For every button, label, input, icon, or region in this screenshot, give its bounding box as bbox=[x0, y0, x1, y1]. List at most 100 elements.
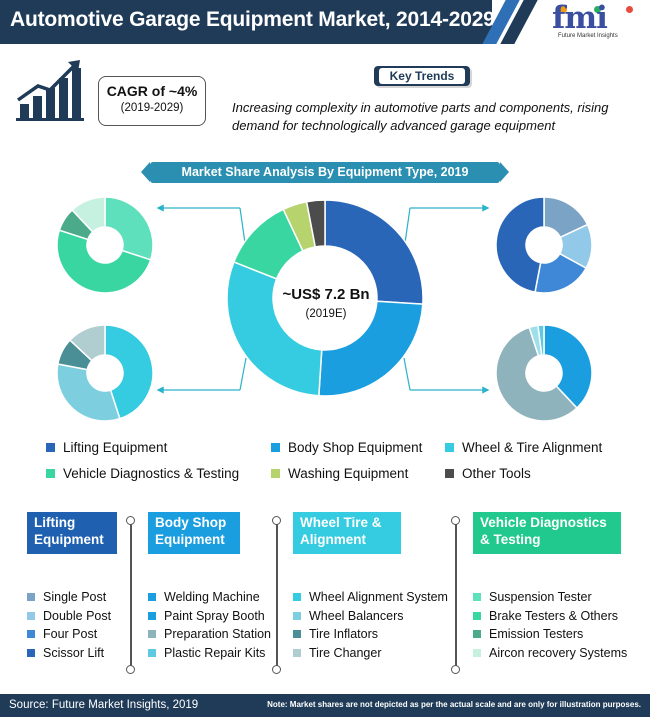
list-item: Wheel Balancers bbox=[293, 607, 448, 626]
list-item: Welding Machine bbox=[148, 588, 271, 607]
title-bar: Automotive Garage Equipment Market, 2014… bbox=[0, 0, 495, 44]
list-item-label: Aircon recovery Systems bbox=[489, 645, 628, 660]
donut-slice-body_shop_equipment-0 bbox=[543, 324, 593, 410]
list-item: Preparation Station bbox=[148, 625, 271, 644]
category-list: Single Post Double Post Four Post Scisso… bbox=[27, 588, 111, 662]
legend-swatch bbox=[46, 443, 55, 452]
list-item-label: Suspension Tester bbox=[489, 590, 592, 605]
category-title: Wheel Tire & Alignment bbox=[293, 512, 401, 554]
legend-swatch bbox=[271, 443, 280, 452]
bullet bbox=[148, 611, 156, 620]
market-share-charts bbox=[56, 196, 593, 422]
list-item: Tire Changer bbox=[293, 644, 448, 663]
key-trends-label: Key Trends bbox=[389, 69, 455, 83]
page-title: Automotive Garage Equipment Market, 2014… bbox=[10, 8, 495, 31]
bullet bbox=[473, 648, 481, 657]
bullet bbox=[27, 630, 35, 639]
list-item: Double Post bbox=[27, 607, 111, 626]
donut-slice-main-0 bbox=[324, 199, 424, 305]
donut-wheel-tire-alignment bbox=[56, 324, 154, 422]
list-item: Scissor Lift bbox=[27, 644, 111, 663]
donut-slice-main-5 bbox=[305, 199, 326, 248]
bullet bbox=[293, 648, 301, 657]
list-item-label: Paint Spray Booth bbox=[164, 608, 265, 623]
donut-slice-wheel_tire_alignment-1 bbox=[56, 363, 121, 422]
list-item-label: Brake Testers & Others bbox=[489, 608, 618, 623]
donut-slice-main-1 bbox=[318, 300, 424, 397]
donut-slice-wheel_tire_alignment-3 bbox=[68, 324, 106, 362]
list-item-label: Single Post bbox=[43, 590, 107, 605]
column-divider bbox=[126, 516, 134, 674]
list-item-label: Double Post bbox=[43, 608, 112, 623]
list-item-label: Welding Machine bbox=[164, 590, 260, 605]
bullet bbox=[473, 593, 481, 602]
bullet bbox=[27, 593, 35, 602]
logo-dot-red bbox=[626, 6, 633, 13]
growth-chart-icon bbox=[16, 60, 84, 121]
donut-slice-wheel_tire_alignment-0 bbox=[104, 324, 154, 420]
list-item: Tire Inflators bbox=[293, 625, 448, 644]
key-trends-text: Increasing complexity in automotive part… bbox=[232, 100, 609, 133]
legend-item-other: Other Tools bbox=[445, 466, 531, 481]
logo-dot-green bbox=[594, 6, 601, 13]
legend-label: Washing Equipment bbox=[288, 466, 409, 481]
list-item-label: Wheel Alignment System bbox=[309, 590, 448, 605]
bullet bbox=[148, 630, 156, 639]
legend-item-wheel-tire: Wheel & Tire Alignment bbox=[445, 440, 602, 455]
legend-label: Lifting Equipment bbox=[63, 440, 168, 455]
list-item-label: Tire Changer bbox=[309, 645, 382, 660]
legend-swatch bbox=[46, 469, 55, 478]
cagr-period: (2019-2029) bbox=[120, 102, 184, 114]
market-share-banner-label: Market Share Analysis By Equipment Type,… bbox=[181, 165, 469, 179]
footer-note: Note: Market shares are not depicted as … bbox=[267, 700, 641, 709]
list-item: Plastic Repair Kits bbox=[148, 644, 271, 663]
list-item-label: Tire Inflators bbox=[309, 627, 379, 642]
bullet bbox=[293, 630, 301, 639]
list-item: Single Post bbox=[27, 588, 111, 607]
donut-slice-body_shop_equipment-3 bbox=[537, 324, 545, 356]
list-item-label: Scissor Lift bbox=[43, 645, 105, 660]
bullet bbox=[27, 611, 35, 620]
category-title: Body Shop Equipment bbox=[148, 512, 240, 554]
list-item-label: Wheel Balancers bbox=[309, 608, 404, 623]
bullet bbox=[473, 630, 481, 639]
key-trends-badge-inner: Key Trends bbox=[379, 68, 465, 84]
list-item: Wheel Alignment System bbox=[293, 588, 448, 607]
legend-item-washing: Washing Equipment bbox=[271, 466, 408, 481]
footer-source: Source: Future Market Insights, 2019 bbox=[9, 699, 199, 711]
category-title: Lifting Equipment bbox=[27, 512, 117, 554]
footer: Source: Future Market Insights, 2019 Not… bbox=[0, 694, 650, 717]
donut-vehicle-diagnostics bbox=[56, 196, 154, 294]
list-item: Paint Spray Booth bbox=[148, 607, 271, 626]
list-item: Emission Testers bbox=[473, 625, 627, 644]
market-size-value: ~US$ 7.2 Bn bbox=[282, 286, 370, 303]
key-trends-badge: Key Trends bbox=[374, 66, 470, 86]
donut-slice-lifting_equipment-3 bbox=[495, 196, 545, 294]
market-share-banner: Market Share Analysis By Equipment Type,… bbox=[141, 162, 509, 183]
list-item: Suspension Tester bbox=[473, 588, 627, 607]
bullet bbox=[473, 611, 481, 620]
list-item-label: Emission Testers bbox=[489, 627, 584, 642]
bullet bbox=[293, 611, 301, 620]
legend-label: Vehicle Diagnostics & Testing bbox=[63, 466, 240, 481]
bullet bbox=[148, 648, 156, 657]
donut-slice-vehicle_diagnostics_testing-0 bbox=[104, 196, 154, 261]
connector-elbow-left-bottom bbox=[239, 357, 247, 391]
legend-item-body-shop: Body Shop Equipment bbox=[271, 440, 422, 455]
donut-slice-body_shop_equipment-1 bbox=[495, 326, 578, 422]
list-item: Four Post bbox=[27, 625, 111, 644]
category-title: Vehicle Diagnostics & Testing bbox=[473, 512, 621, 554]
category-list: Suspension Tester Brake Testers & Others… bbox=[473, 588, 627, 662]
legend-item-lifting: Lifting Equipment bbox=[46, 440, 167, 455]
legend: Lifting Equipment Body Shop Equipment Wh… bbox=[0, 440, 650, 490]
legend-item-diagnostics: Vehicle Diagnostics & Testing bbox=[46, 466, 239, 481]
bullet bbox=[27, 648, 35, 657]
category-list: Wheel Alignment System Wheel Balancers T… bbox=[293, 588, 448, 662]
list-item-label: Four Post bbox=[43, 627, 98, 642]
header: Automotive Garage Equipment Market, 2014… bbox=[0, 0, 650, 44]
category-list: Welding Machine Paint Spray Booth Prepar… bbox=[148, 588, 271, 662]
legend-swatch bbox=[271, 469, 280, 478]
chart-connectors bbox=[156, 204, 490, 394]
cagr-box: CAGR of ~4% (2019-2029) bbox=[98, 76, 206, 126]
legend-label: Wheel & Tire Alignment bbox=[462, 440, 603, 455]
